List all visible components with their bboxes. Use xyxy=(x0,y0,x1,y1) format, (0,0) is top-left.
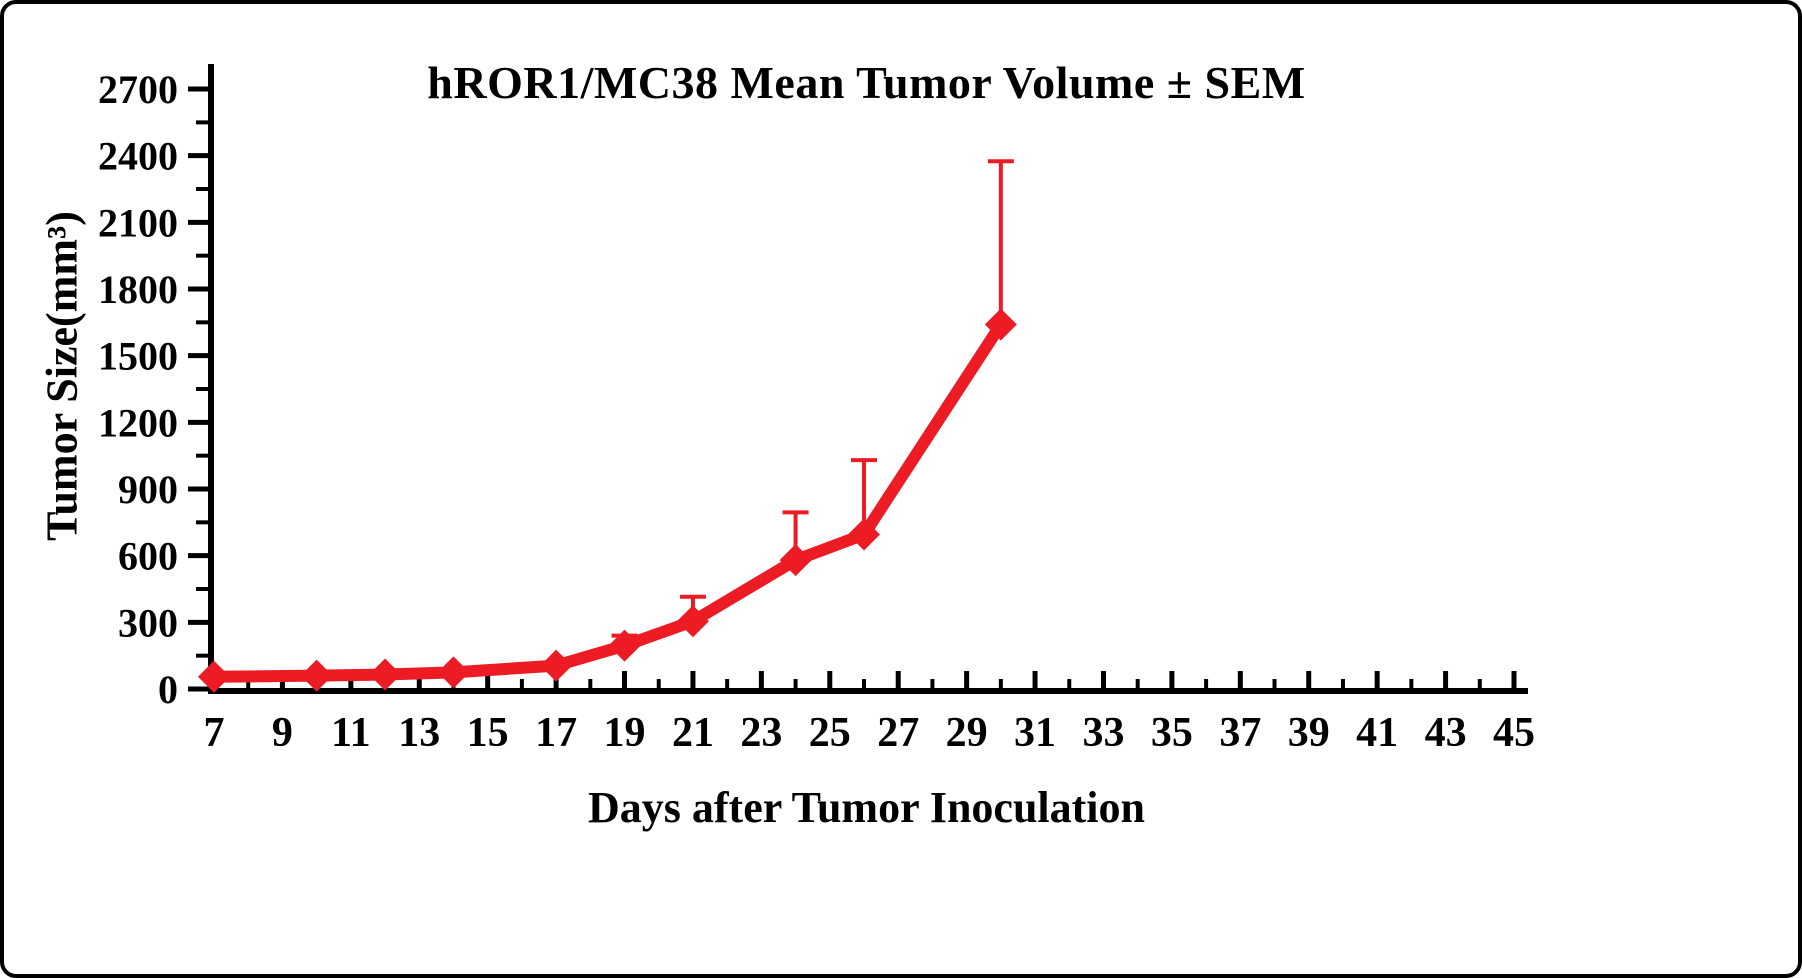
data-point-marker xyxy=(437,656,470,689)
y-axis-ticks: 0 300 600 900 1200 1500 1800 2100 2400 2700 xyxy=(98,67,208,712)
x-tick-label: 9 xyxy=(272,710,293,756)
y-tick-label: 2400 xyxy=(98,134,178,179)
data-point-marker xyxy=(198,660,230,693)
x-tick-label: 7 xyxy=(204,710,225,756)
data-point-marker xyxy=(984,308,1017,341)
axes xyxy=(208,64,1528,694)
x-tick-label: 21 xyxy=(672,710,714,756)
x-tick-label: 27 xyxy=(877,710,919,756)
y-tick-label: 2700 xyxy=(98,67,178,112)
x-tick-label: 23 xyxy=(740,710,782,756)
data-point-marker xyxy=(540,649,573,682)
x-tick-label: 35 xyxy=(1151,710,1193,756)
x-tick-label: 11 xyxy=(331,710,371,756)
y-tick-label: 1200 xyxy=(98,400,178,445)
data-point-marker xyxy=(369,658,402,691)
y-tick-label: 1800 xyxy=(98,267,178,312)
x-tick-label: 15 xyxy=(467,710,509,756)
y-tick-label: 900 xyxy=(118,467,178,512)
y-tick-label: 300 xyxy=(118,600,178,645)
y-tick-label: 1500 xyxy=(98,334,178,379)
chart-title: hROR1/MC38 Mean Tumor Volume ± SEM xyxy=(427,57,1306,108)
x-tick-label: 43 xyxy=(1425,710,1467,756)
y-tick-label: 2100 xyxy=(98,200,178,245)
y-tick-label: 0 xyxy=(158,667,178,712)
series-markers xyxy=(198,308,1017,693)
x-axis-label: Days after Tumor Inoculation xyxy=(587,783,1145,832)
data-point-marker xyxy=(608,629,641,662)
x-tick-label: 29 xyxy=(946,710,988,756)
data-point-marker xyxy=(300,659,333,692)
x-axis-ticks: 7 9 11 13 15 17 19 21 23 25 27 29 31 33 35 37 39 41 43 45 xyxy=(204,671,1535,756)
y-tick-label: 600 xyxy=(118,534,178,579)
x-tick-label: 39 xyxy=(1288,710,1330,756)
x-tick-label: 33 xyxy=(1082,710,1124,756)
x-tick-label: 19 xyxy=(604,710,646,756)
plot-area: 0 300 600 900 1200 1500 1800 2100 2400 2700 7 9 11 13… xyxy=(98,64,1535,756)
data-point-marker xyxy=(848,518,880,551)
x-tick-label: 45 xyxy=(1493,710,1535,756)
data-point-marker xyxy=(676,605,709,638)
x-tick-label: 41 xyxy=(1356,710,1398,756)
x-tick-label: 17 xyxy=(535,710,577,756)
x-tick-label: 13 xyxy=(398,710,440,756)
x-tick-label: 37 xyxy=(1219,710,1261,756)
data-point-marker xyxy=(779,544,812,577)
x-tick-label: 25 xyxy=(809,710,851,756)
x-tick-label: 31 xyxy=(1014,710,1056,756)
series-line xyxy=(208,318,1007,683)
